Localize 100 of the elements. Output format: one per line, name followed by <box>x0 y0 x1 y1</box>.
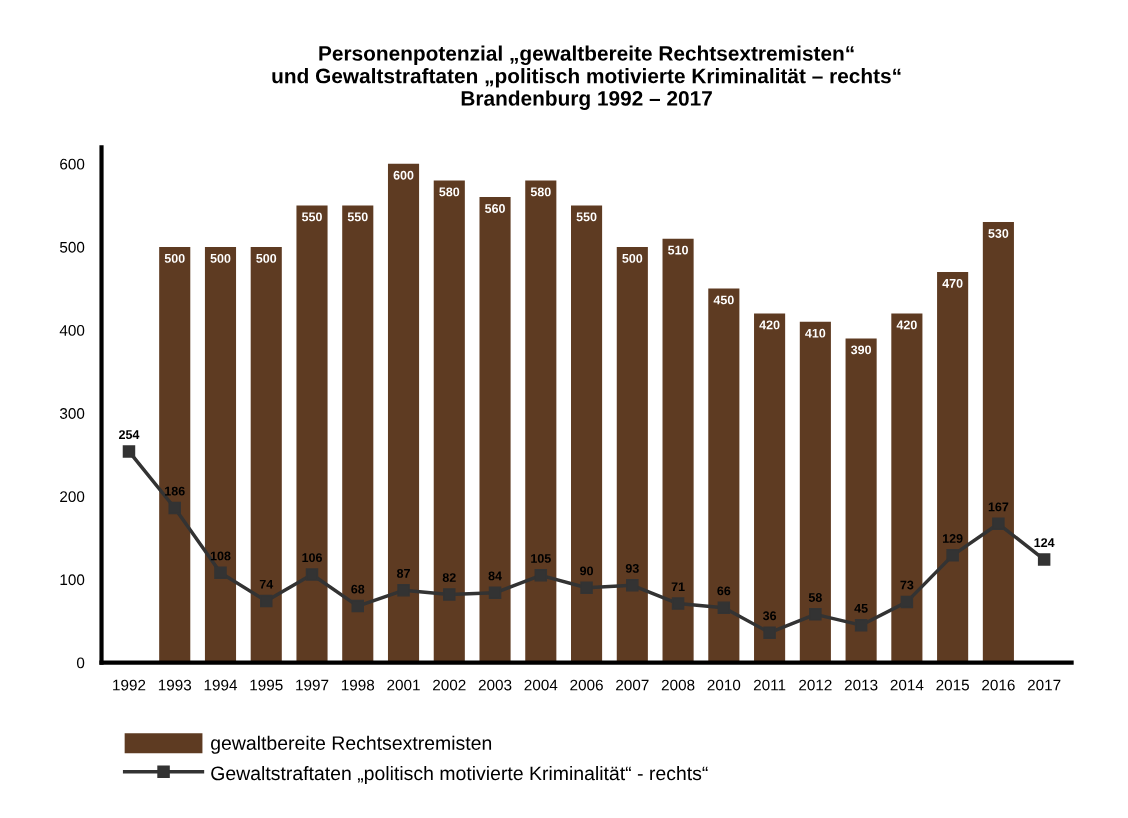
point <box>488 586 502 600</box>
point <box>534 569 548 582</box>
x-tick-label: 2010 <box>707 679 741 691</box>
data-label: 66 <box>717 586 731 596</box>
bar <box>845 338 877 663</box>
data-label: 186 <box>165 486 185 496</box>
point <box>717 601 731 614</box>
legend-label: gewaltbereite Rechtsextremisten <box>211 735 492 754</box>
x-tick-label: 2002 <box>433 679 466 691</box>
data-label: 108 <box>210 551 231 561</box>
point <box>626 579 639 592</box>
y-tick-label: 400 <box>59 324 85 336</box>
data-label: 129 <box>942 534 963 543</box>
bar <box>342 205 374 663</box>
y-tick-label: 500 <box>59 241 85 253</box>
point <box>671 597 685 610</box>
bar <box>159 246 191 663</box>
data-label: 500 <box>210 253 231 263</box>
x-tick-label: 2015 <box>936 679 969 691</box>
point <box>1037 553 1051 566</box>
data-label: 550 <box>347 212 368 222</box>
data-label: 580 <box>439 187 460 197</box>
data-label: 167 <box>988 502 1009 512</box>
x-tick-label: 2006 <box>570 679 603 691</box>
bar <box>250 246 282 663</box>
bar <box>296 205 328 663</box>
data-label: 560 <box>485 204 505 213</box>
data-label: 106 <box>302 553 322 563</box>
point <box>305 568 319 581</box>
legend-label: Gewaltstraftaten „politisch motivierte Kriminalität“ - rechts“ <box>211 765 708 785</box>
x-tick-label: 2003 <box>478 679 512 691</box>
data-label: 550 <box>301 212 322 222</box>
data-label: 500 <box>164 253 185 263</box>
data-label: 84 <box>488 571 502 581</box>
bar <box>433 180 465 663</box>
point <box>946 549 959 562</box>
point <box>763 626 776 639</box>
data-label: 530 <box>988 229 1009 238</box>
bar <box>982 222 1014 663</box>
y-tick-label: 200 <box>60 491 85 503</box>
x-tick-label: 1998 <box>341 679 375 691</box>
y-tick-label: 300 <box>59 408 85 419</box>
data-label: 105 <box>531 554 551 563</box>
bar <box>708 288 740 663</box>
data-label: 390 <box>850 345 872 355</box>
data-label: 90 <box>580 566 593 576</box>
data-label: 470 <box>942 278 963 288</box>
x-tick-label: 2011 <box>753 679 786 691</box>
bar <box>479 197 511 663</box>
point <box>580 581 593 595</box>
point <box>809 608 822 621</box>
point <box>214 566 227 580</box>
point <box>122 445 136 458</box>
bar <box>571 205 603 663</box>
bar <box>891 313 923 663</box>
x-tick-label: 1993 <box>158 679 192 691</box>
point <box>397 584 410 597</box>
data-label: 82 <box>442 573 456 582</box>
point <box>900 595 914 609</box>
data-label: 74 <box>259 579 274 589</box>
x-tick-label: 2014 <box>890 679 924 691</box>
x-tick-label: 1994 <box>204 679 238 691</box>
bar <box>387 163 420 663</box>
data-label: 420 <box>759 320 780 330</box>
point <box>168 501 181 515</box>
data-label: 254 <box>118 430 140 440</box>
data-label: 45 <box>854 604 868 613</box>
x-tick-label: 1997 <box>296 679 329 691</box>
x-tick-label: 1995 <box>250 679 283 691</box>
bar <box>754 313 786 663</box>
data-label: 420 <box>896 320 917 330</box>
bar <box>204 246 237 663</box>
chart-title: Personenpotenzial „gewaltbereite Rechtsextremisten“ und Gewaltstraftaten „politisch motivierte Kriminalität – rechts“ Brandenburg 1992 – 2017 <box>272 45 901 110</box>
point <box>351 599 365 613</box>
x-tick-label: 2012 <box>799 679 832 691</box>
x-tick-label: 2017 <box>1027 679 1061 691</box>
data-label: 550 <box>576 212 597 222</box>
y-tick-label: 100 <box>60 574 85 586</box>
bar <box>616 246 648 663</box>
data-label: 68 <box>351 584 365 594</box>
data-label: 580 <box>530 187 551 197</box>
data-label: 71 <box>671 582 685 591</box>
data-label: 500 <box>256 253 277 263</box>
y-tick-label: 0 <box>76 657 85 669</box>
bar <box>662 238 694 663</box>
data-label: 510 <box>668 245 688 255</box>
x-tick-label: 2013 <box>844 679 878 691</box>
x-tick-label: 2001 <box>387 679 420 691</box>
data-label: 36 <box>762 611 777 621</box>
bar <box>937 271 969 663</box>
y-tick-label: 600 <box>60 158 85 170</box>
data-label: 410 <box>805 328 826 338</box>
x-tick-label: 2004 <box>524 679 558 691</box>
data-label: 124 <box>1034 538 1055 547</box>
x-tick-label: 1992 <box>113 679 146 691</box>
data-label: 87 <box>396 568 410 578</box>
x-tick-label: 2016 <box>982 679 1015 691</box>
point <box>854 618 868 632</box>
data-label: 600 <box>393 170 414 180</box>
data-label: 58 <box>808 593 822 602</box>
